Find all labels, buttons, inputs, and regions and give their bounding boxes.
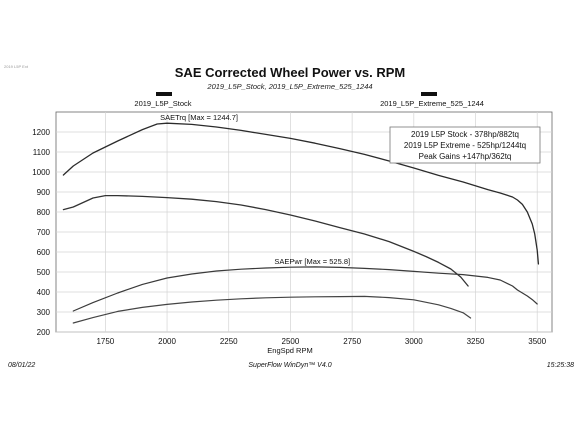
y-tick-label: 200: [37, 328, 51, 337]
y-tick-label: 1000: [32, 168, 50, 177]
corner-note: 2019 L5P Ext: [4, 64, 28, 69]
series-line-saetrq-1: [62, 194, 469, 287]
y-tick-label: 500: [37, 268, 51, 277]
y-tick-label: 600: [37, 248, 51, 257]
chart-title: SAE Corrected Wheel Power vs. RPM: [175, 65, 405, 80]
run-marker-extreme: [421, 92, 437, 96]
run-marker-stock: [156, 92, 172, 96]
chart-subtitle: 2019_L5P_Stock, 2019_L5P_Extreme_525_124…: [206, 82, 372, 91]
x-tick-label: 2500: [282, 337, 300, 346]
legend-box: [389, 126, 541, 164]
series-line-saetrq-0: [62, 122, 540, 265]
x-tick-label: 3250: [467, 337, 485, 346]
y-tick-label: 900: [37, 188, 51, 197]
legend-line-2: 2019 L5P Extreme - 525hp/1244tq: [404, 141, 526, 150]
legend: 2019 L5P Stock - 378hp/882tq 2019 L5P Ex…: [389, 126, 541, 164]
series-line-saepwr-3: [72, 295, 472, 324]
run-label-extreme: 2019_L5P_Extreme_525_1244: [380, 99, 484, 108]
x-tick-label: 1750: [96, 337, 114, 346]
run-label-stock: 2019_L5P_Stock: [134, 99, 191, 108]
y-tick-label: 800: [37, 208, 51, 217]
footer-date: 08/01/22: [8, 362, 35, 369]
series: [62, 122, 540, 324]
y-tick-label: 400: [37, 288, 51, 297]
axes: 200 300 400 500 600 700 800 900 1000 1100 1200 1750…: [32, 128, 546, 346]
x-axis-label: EngSpd RPM: [267, 346, 312, 355]
footer-software: SuperFlow WinDyn™ V4.0: [248, 362, 331, 369]
footer-time: 15:25:38: [547, 362, 574, 369]
y-tick-label: 700: [37, 228, 51, 237]
legend-line-3: Peak Gains +147hp/362tq: [419, 152, 512, 161]
x-tick-label: 3000: [405, 337, 423, 346]
x-tick-label: 2750: [343, 337, 361, 346]
legend-line-1: 2019 L5P Stock - 378hp/882tq: [411, 130, 519, 139]
torque-max-annotation: SAETrq [Max = 1244.7]: [160, 113, 238, 122]
power-max-annotation: SAEPwr [Max = 525.8]: [274, 257, 350, 266]
y-tick-label: 1100: [33, 148, 51, 157]
series-line-saepwr-2: [72, 266, 538, 312]
y-tick-label: 1200: [32, 128, 50, 137]
x-tick-label: 2000: [158, 337, 176, 346]
x-tick-label: 2250: [220, 337, 238, 346]
x-tick-label: 3500: [528, 337, 546, 346]
y-tick-label: 300: [37, 308, 51, 317]
annotations: SAETrq [Max = 1244.7] SAEPwr [Max = 525.8…: [160, 113, 350, 266]
